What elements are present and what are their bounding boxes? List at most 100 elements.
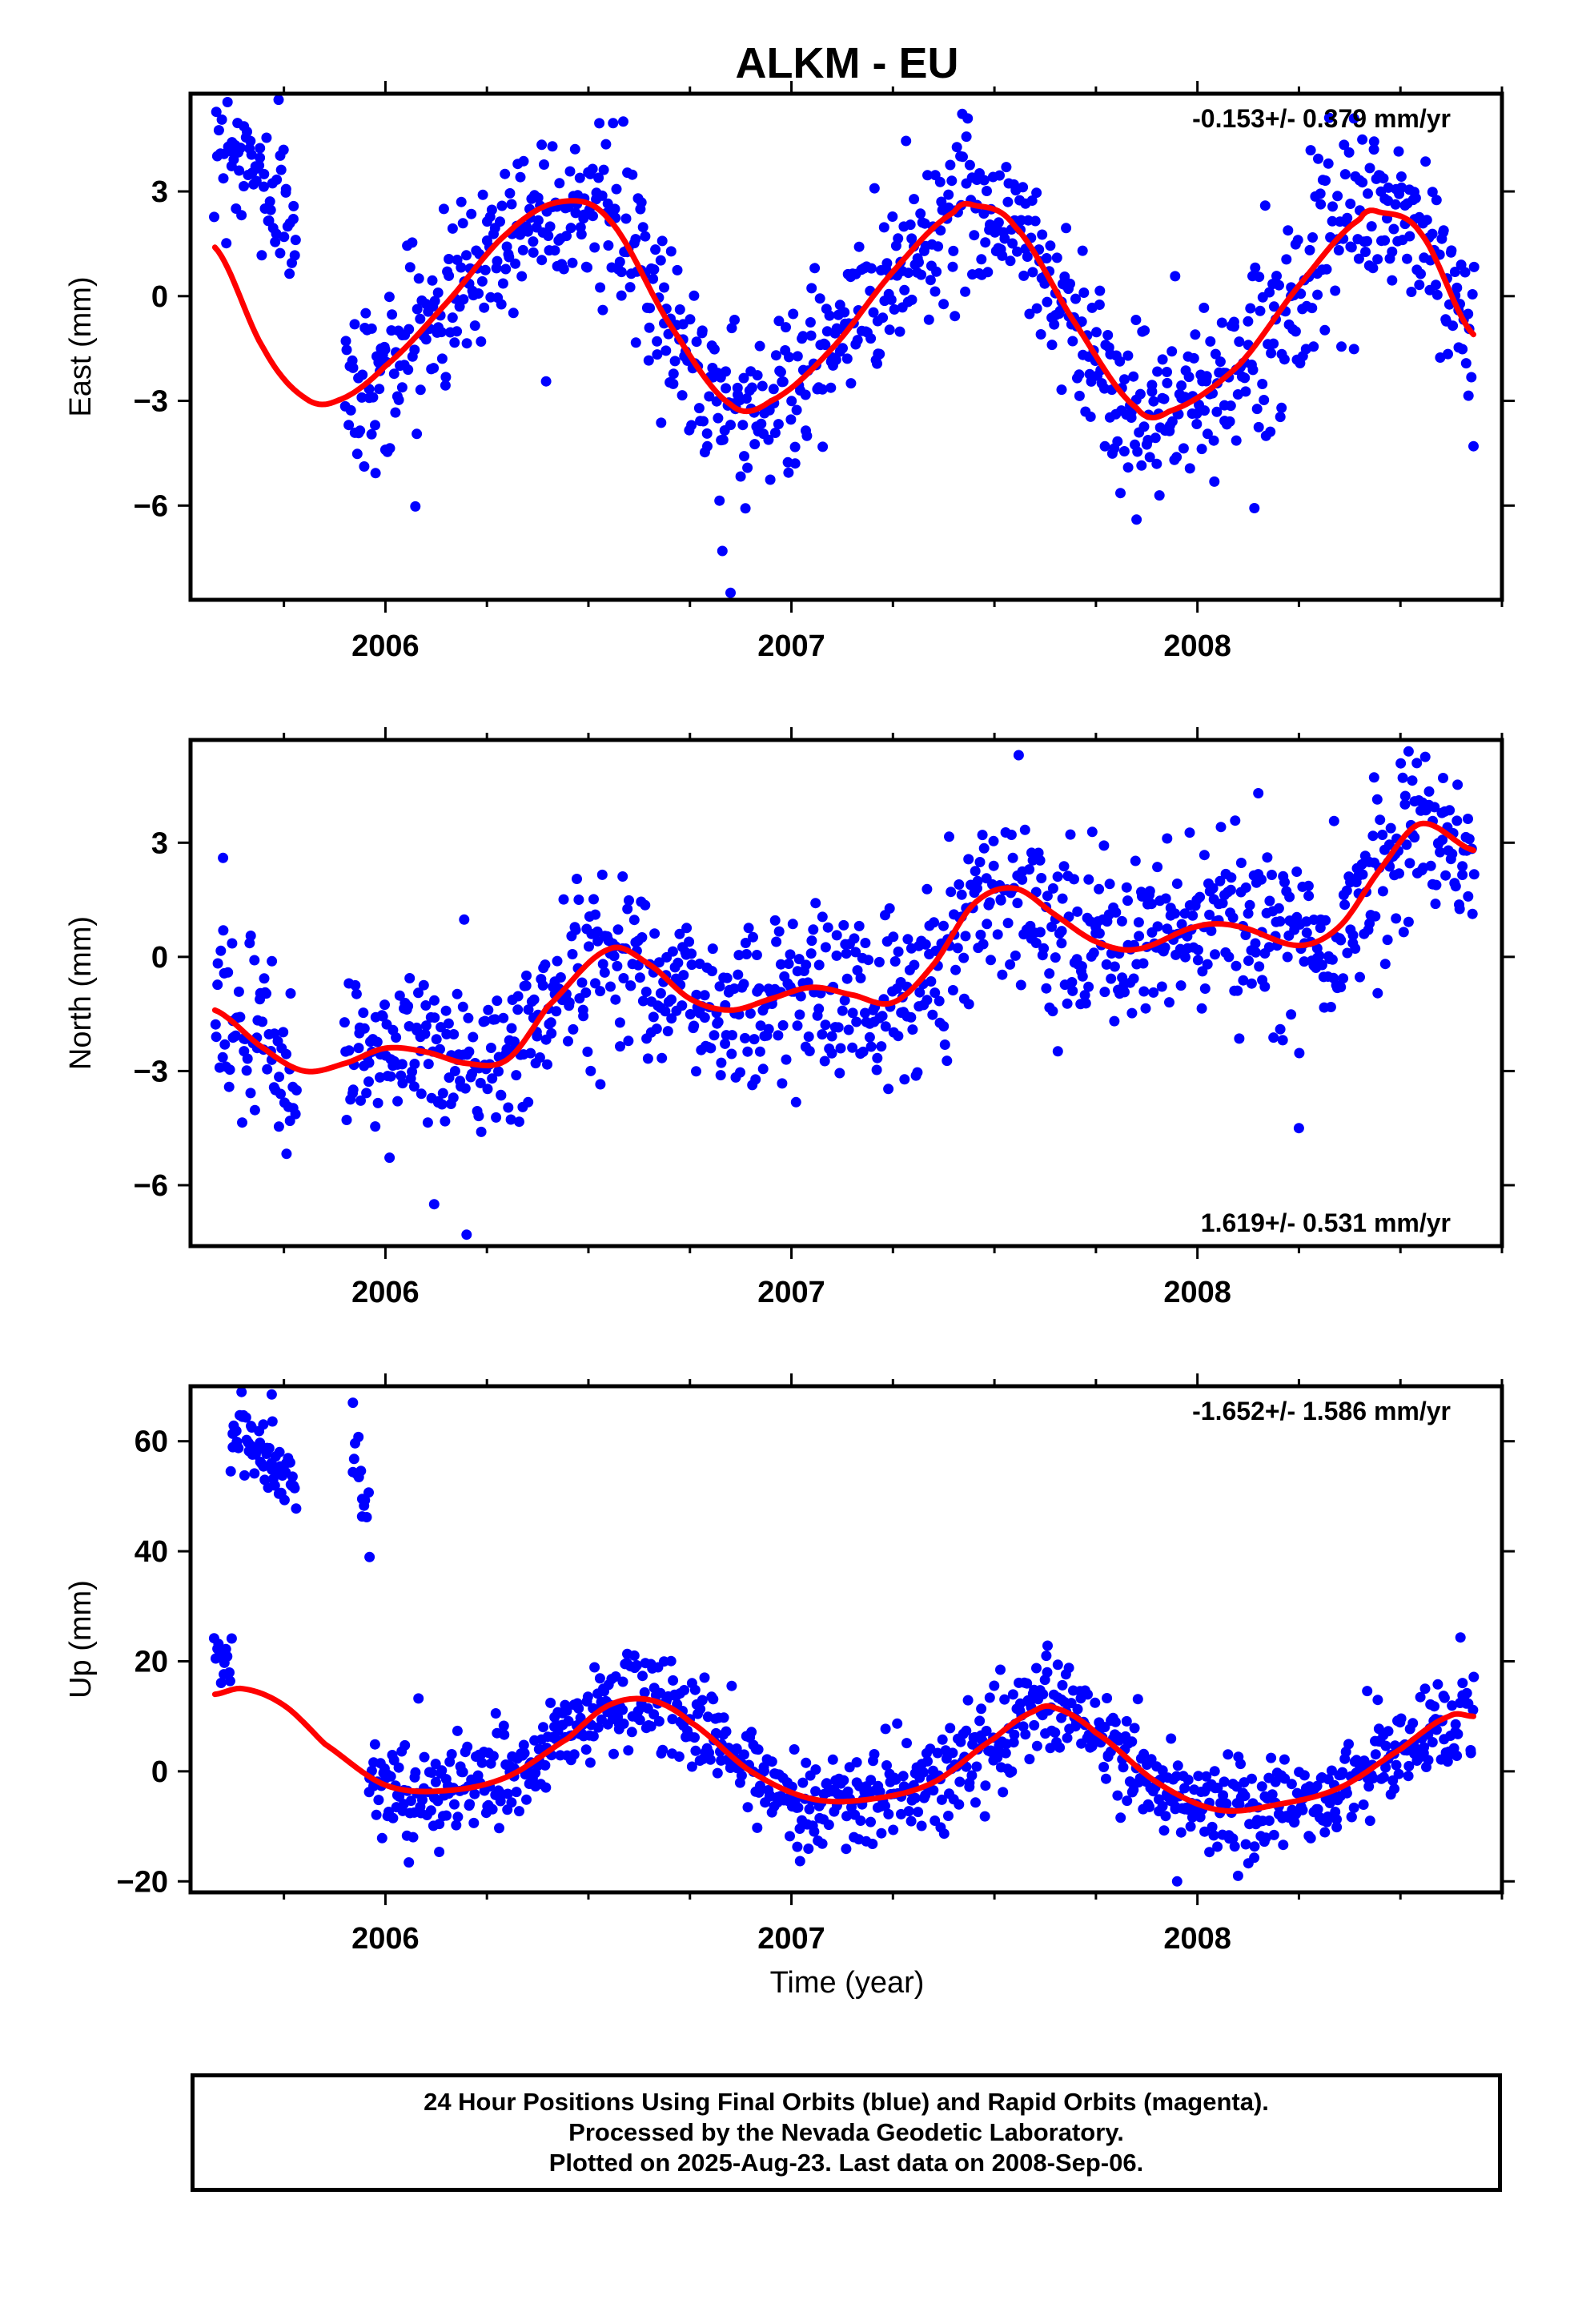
data-point	[1276, 402, 1287, 413]
data-point	[259, 1474, 271, 1486]
data-point	[642, 1053, 653, 1064]
data-point	[634, 1715, 645, 1726]
data-point	[715, 1070, 726, 1081]
data-point	[810, 898, 821, 909]
data-point	[653, 957, 665, 968]
data-point	[741, 949, 752, 959]
data-point	[1007, 238, 1018, 249]
data-point	[877, 312, 889, 324]
data-point	[1216, 317, 1227, 328]
data-point	[1124, 1776, 1135, 1787]
data-point	[1254, 961, 1265, 972]
data-point	[366, 323, 377, 334]
data-point	[1012, 246, 1022, 257]
data-point	[1176, 919, 1187, 930]
data-point	[482, 1084, 493, 1095]
data-point	[851, 1016, 862, 1027]
data-point	[393, 1762, 404, 1773]
data-point	[415, 384, 426, 396]
data-point	[255, 143, 266, 154]
data-point	[960, 286, 971, 297]
data-point	[648, 1011, 659, 1023]
data-point	[714, 981, 725, 992]
data-point	[636, 932, 648, 943]
data-point	[801, 959, 812, 971]
data-point	[1065, 278, 1075, 289]
data-point	[1268, 1032, 1279, 1043]
data-point	[608, 118, 619, 129]
data-point	[838, 1775, 849, 1786]
data-point	[806, 283, 817, 294]
data-point	[1152, 862, 1163, 873]
data-point	[1041, 1651, 1052, 1662]
data-point	[978, 939, 989, 950]
data-point	[970, 866, 981, 877]
data-point	[215, 1678, 227, 1688]
data-point	[888, 931, 899, 943]
x-tick-label: 2006	[351, 1276, 420, 1309]
data-point	[1065, 829, 1076, 840]
data-point	[1243, 908, 1254, 919]
data-point	[360, 308, 371, 319]
data-point	[1210, 949, 1220, 960]
data-point	[259, 181, 269, 192]
data-point	[698, 416, 709, 427]
data-point	[1239, 1791, 1251, 1801]
data-point	[1219, 1776, 1230, 1787]
y-tick-label: 0	[151, 941, 168, 975]
data-point	[213, 1638, 224, 1650]
data-point	[394, 990, 405, 1001]
plot-area-east	[209, 94, 1480, 598]
data-point	[578, 1011, 589, 1022]
data-point	[1136, 460, 1147, 471]
data-point	[657, 1744, 669, 1755]
data-point	[1419, 751, 1431, 762]
data-point	[865, 263, 877, 274]
data-point	[413, 273, 424, 284]
data-point	[273, 1121, 284, 1132]
data-point	[1377, 830, 1388, 840]
data-point	[491, 1112, 502, 1123]
data-point	[1465, 1747, 1476, 1759]
x-tick-label: 2007	[757, 1922, 825, 1956]
data-point	[1343, 147, 1355, 158]
data-point	[347, 1397, 359, 1409]
data-point	[291, 1503, 302, 1514]
data-point	[1126, 1736, 1138, 1747]
data-point	[1372, 1695, 1383, 1706]
data-point	[766, 1756, 777, 1767]
data-point	[584, 1757, 596, 1768]
y-tick-label: −3	[134, 1055, 168, 1088]
data-point	[998, 1787, 1009, 1798]
data-point	[361, 1088, 372, 1099]
data-point	[1144, 452, 1155, 463]
data-point	[1188, 352, 1199, 364]
data-point	[1372, 987, 1383, 999]
data-point	[1119, 987, 1130, 998]
data-point	[652, 336, 663, 347]
data-point	[1118, 1762, 1129, 1773]
data-point	[640, 987, 652, 997]
data-point	[786, 396, 797, 407]
data-point	[1227, 912, 1239, 923]
data-point	[436, 1765, 448, 1776]
data-point	[460, 1083, 471, 1094]
data-point	[907, 1024, 918, 1035]
data-point	[281, 1148, 292, 1160]
data-point	[1279, 1754, 1290, 1765]
data-point	[1027, 267, 1038, 278]
data-point	[1235, 1759, 1246, 1770]
data-point	[1238, 975, 1249, 986]
data-point	[853, 241, 865, 252]
data-point	[440, 1005, 452, 1016]
data-point	[823, 1819, 834, 1831]
data-point	[713, 1016, 724, 1027]
data-point	[237, 1117, 247, 1128]
data-point	[1263, 942, 1275, 953]
data-point	[720, 1038, 731, 1049]
data-point	[817, 1029, 828, 1040]
data-point	[650, 244, 661, 255]
data-point	[1002, 918, 1014, 929]
data-point	[931, 266, 942, 277]
data-point	[1253, 421, 1264, 432]
